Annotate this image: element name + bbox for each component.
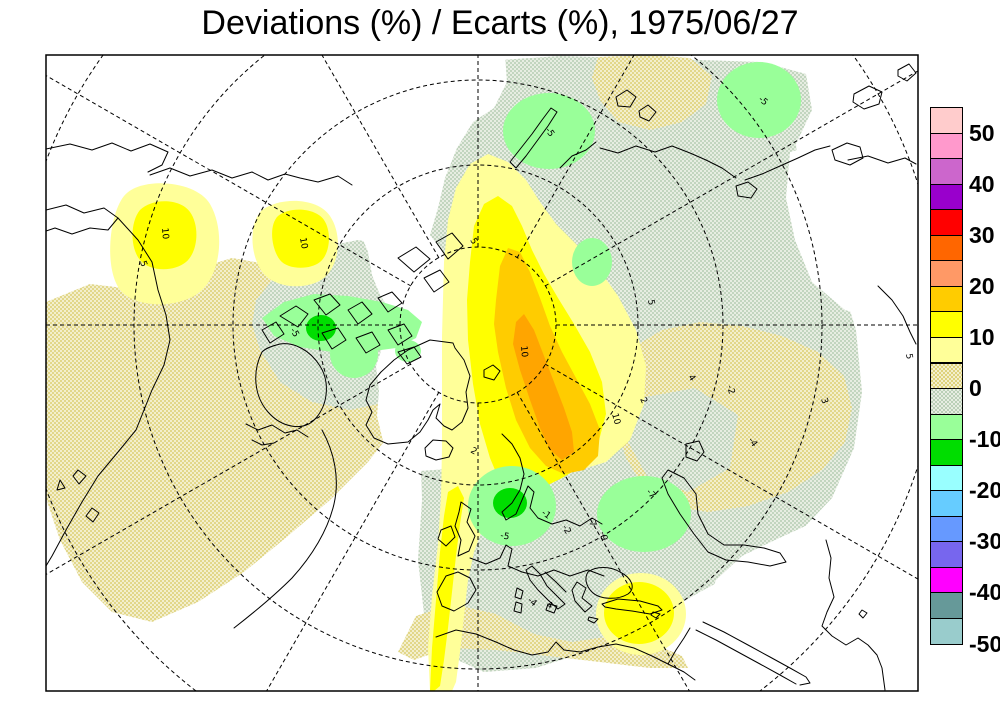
contour-label: -2 (559, 524, 572, 537)
contour-label: 2 (637, 396, 648, 405)
positive-stipple-region (592, 55, 712, 130)
contour-label: 10 (609, 412, 622, 426)
orange-core-region (513, 314, 574, 460)
light-green-region (597, 476, 691, 552)
light-green-region (262, 294, 422, 352)
contour-label: -2 (724, 384, 736, 395)
contour-label: 2 (469, 446, 479, 458)
yellow-region (132, 201, 197, 270)
contour-label: -9 (597, 531, 608, 542)
positive-stipple-region (398, 604, 688, 668)
contour-label: 10 (159, 227, 170, 240)
contour-label: 10 (297, 237, 309, 250)
contour-label: 4 (686, 373, 698, 384)
map-frame (45, 54, 919, 692)
negative-stipple-region (628, 388, 738, 492)
page-title: Deviations (%) / Ecarts (%), 1975/06/27 (201, 4, 799, 42)
graticule (46, 55, 918, 691)
yellow-region (430, 486, 464, 691)
yellow-region (604, 582, 674, 644)
contour-label: -5 (499, 531, 510, 542)
contour-label: 5 (467, 237, 479, 247)
light-green-region (503, 93, 595, 169)
green-core-region (493, 488, 527, 518)
light-green-region (717, 62, 801, 138)
contour-label: 5 (645, 299, 656, 306)
contour-label: 4 (545, 600, 554, 611)
contour-label: 10 (518, 345, 529, 358)
coastlines (46, 63, 917, 691)
deviation-fill-regions (46, 55, 918, 691)
light-green-region (572, 238, 612, 286)
no-data-white-region (786, 136, 918, 322)
contour-label: 5 (137, 260, 148, 269)
contour-label: -5 (287, 327, 300, 340)
contour-label: -7 (585, 517, 597, 529)
contour-label: 3 (818, 397, 829, 406)
contour-label: 5 (903, 353, 914, 360)
yellow-region (272, 209, 329, 268)
light-green-region (330, 330, 378, 378)
green-core-region (306, 315, 336, 341)
